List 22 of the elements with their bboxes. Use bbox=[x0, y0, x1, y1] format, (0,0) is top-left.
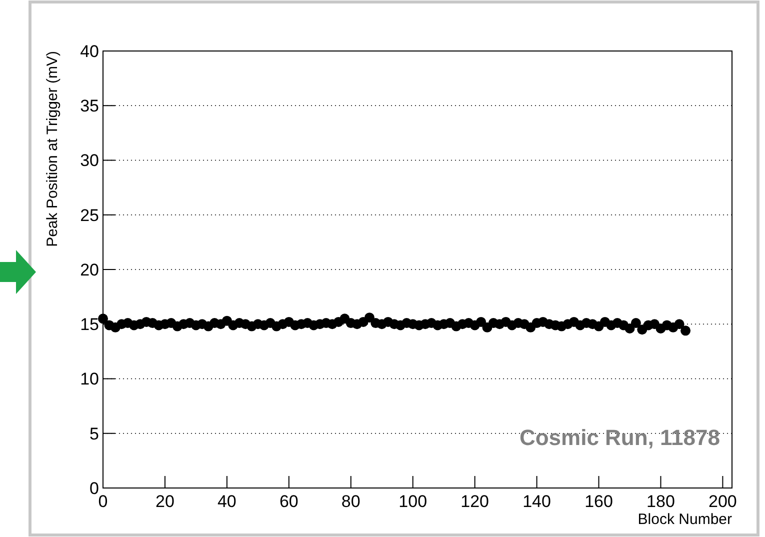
x-tick-label: 60 bbox=[279, 492, 298, 511]
x-tick-label: 200 bbox=[708, 492, 737, 511]
y-tick-label: 25 bbox=[80, 206, 99, 225]
y-axis-title: Peak Position at Trigger (mV) bbox=[44, 51, 61, 247]
y-tick-label: 30 bbox=[80, 151, 99, 170]
y-tick-label: 20 bbox=[80, 260, 99, 280]
y-tick-label: 15 bbox=[80, 315, 99, 334]
y-tick-label: 5 bbox=[90, 424, 99, 444]
x-tick-label: 100 bbox=[398, 492, 428, 511]
x-tick-label: 20 bbox=[156, 492, 174, 511]
y-tick-label: 35 bbox=[80, 96, 99, 116]
y-tick-label: 10 bbox=[80, 370, 99, 389]
x-tick-label: 120 bbox=[460, 492, 490, 511]
x-axis-title: Block Number bbox=[638, 511, 732, 528]
x-tick-label: 80 bbox=[341, 492, 360, 511]
x-tick-label: 180 bbox=[646, 492, 675, 511]
y-tick-label: 0 bbox=[90, 478, 99, 498]
x-tick-label: 140 bbox=[522, 492, 551, 511]
annotation: Cosmic Run, 11878 bbox=[519, 425, 720, 450]
y-tick-label: 40 bbox=[80, 42, 99, 61]
x-tick-label: 160 bbox=[584, 492, 613, 511]
x-tick-label: 40 bbox=[217, 492, 236, 511]
